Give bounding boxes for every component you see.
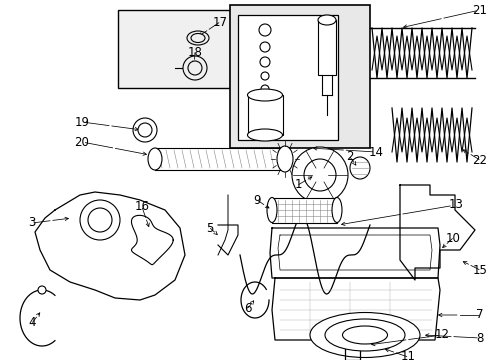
Circle shape <box>259 24 270 36</box>
Text: 9: 9 <box>253 194 260 207</box>
Circle shape <box>187 61 202 75</box>
Ellipse shape <box>247 89 282 101</box>
Text: 3: 3 <box>28 216 36 230</box>
Ellipse shape <box>148 148 162 170</box>
Text: 17: 17 <box>212 15 227 28</box>
Bar <box>271 198 336 223</box>
Circle shape <box>183 56 206 80</box>
Text: 5: 5 <box>206 221 213 234</box>
Text: 18: 18 <box>187 45 202 58</box>
Bar <box>247 95 283 135</box>
Text: 21: 21 <box>471 4 487 17</box>
Circle shape <box>261 85 268 93</box>
Polygon shape <box>271 278 439 340</box>
Ellipse shape <box>191 33 204 42</box>
Circle shape <box>291 147 347 203</box>
Circle shape <box>133 118 157 142</box>
Ellipse shape <box>349 157 369 179</box>
Circle shape <box>38 286 46 294</box>
Text: 15: 15 <box>471 264 487 276</box>
Circle shape <box>260 42 269 52</box>
Circle shape <box>260 57 269 67</box>
Text: 6: 6 <box>244 302 251 315</box>
Text: 1: 1 <box>294 179 301 192</box>
Bar <box>238 15 337 140</box>
Circle shape <box>261 72 268 80</box>
Ellipse shape <box>276 146 292 172</box>
Text: 16: 16 <box>134 201 149 213</box>
Text: 11: 11 <box>400 351 415 360</box>
Text: 7: 7 <box>475 309 483 321</box>
Circle shape <box>88 208 112 232</box>
Text: 12: 12 <box>434 328 448 342</box>
Bar <box>118 10 229 88</box>
Ellipse shape <box>186 31 208 45</box>
Text: 13: 13 <box>447 198 463 211</box>
Ellipse shape <box>342 326 386 344</box>
Circle shape <box>80 200 120 240</box>
Ellipse shape <box>247 129 282 141</box>
Bar <box>317 20 335 75</box>
Text: 20: 20 <box>74 135 89 148</box>
Ellipse shape <box>331 198 341 222</box>
Text: 22: 22 <box>471 153 487 166</box>
Circle shape <box>304 159 335 191</box>
Ellipse shape <box>325 319 404 351</box>
Bar <box>229 5 369 148</box>
Circle shape <box>138 123 152 137</box>
Text: 4: 4 <box>28 316 36 329</box>
Text: 8: 8 <box>475 332 483 345</box>
Bar <box>155 148 285 170</box>
Text: 10: 10 <box>445 231 460 244</box>
Ellipse shape <box>266 198 276 222</box>
Text: 14: 14 <box>368 145 383 158</box>
Polygon shape <box>35 192 184 300</box>
Ellipse shape <box>309 312 419 357</box>
Text: 2: 2 <box>346 150 353 163</box>
Ellipse shape <box>317 15 335 25</box>
Text: 19: 19 <box>74 116 89 129</box>
